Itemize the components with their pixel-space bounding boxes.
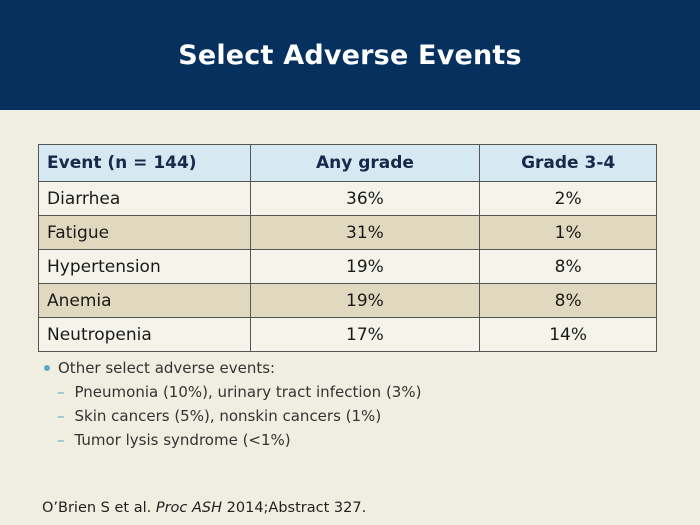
header-grade-3-4: Grade 3-4 (479, 144, 657, 182)
citation-authors: O’Brien S et al. (42, 500, 152, 516)
sub-bullet-item: – Pneumonia (10%), urinary tract infecti… (57, 380, 421, 404)
dash-icon: – (57, 431, 65, 449)
sub-bullet-text: Skin cancers (5%), nonskin cancers (1%) (74, 407, 382, 425)
header-event: Event (n = 144) (38, 144, 251, 182)
grade-3-4-cell: 2% (479, 181, 657, 216)
header-any-grade: Any grade (249, 144, 481, 182)
event-cell: Fatigue (38, 215, 251, 250)
event-cell: Diarrhea (38, 181, 251, 216)
citation: O’Brien S et al. Proc ASH 2014;Abstract … (42, 500, 366, 516)
table-row: Diarrhea 36% 2% (38, 181, 657, 216)
bullet-text: Other select adverse events: (58, 359, 276, 377)
any-grade-cell: 19% (249, 249, 481, 284)
any-grade-cell: 36% (249, 181, 481, 216)
sub-bullet-text: Tumor lysis syndrome (<1%) (74, 431, 291, 449)
event-cell: Hypertension (38, 249, 251, 284)
adverse-events-table: Event (n = 144) Any grade Grade 3-4 Diar… (38, 144, 657, 352)
any-grade-cell: 19% (249, 283, 481, 318)
citation-detail: 2014;Abstract 327. (226, 500, 367, 516)
bullet-dot-icon (44, 365, 50, 371)
event-cell: Neutropenia (38, 317, 251, 352)
dash-icon: – (57, 383, 65, 401)
dash-icon: – (57, 407, 65, 425)
event-cell: Anemia (38, 283, 251, 318)
grade-3-4-cell: 14% (479, 317, 657, 352)
table-row: Hypertension 19% 8% (38, 249, 657, 284)
citation-journal: Proc ASH (155, 500, 223, 516)
table-row: Neutropenia 17% 14% (38, 317, 657, 352)
bullet-item: Other select adverse events: (42, 356, 421, 380)
slide-title: Select Adverse Events (178, 39, 522, 71)
notes-list: Other select adverse events: – Pneumonia… (42, 356, 421, 452)
table-header-row: Event (n = 144) Any grade Grade 3-4 (38, 144, 657, 182)
grade-3-4-cell: 1% (479, 215, 657, 250)
sub-bullet-text: Pneumonia (10%), urinary tract infection… (74, 383, 422, 401)
sub-bullet-item: – Tumor lysis syndrome (<1%) (57, 428, 421, 452)
any-grade-cell: 31% (249, 215, 481, 250)
any-grade-cell: 17% (249, 317, 481, 352)
sub-bullet-item: – Skin cancers (5%), nonskin cancers (1%… (57, 404, 421, 428)
grade-3-4-cell: 8% (479, 283, 657, 318)
table-row: Fatigue 31% 1% (38, 215, 657, 250)
table-row: Anemia 19% 8% (38, 283, 657, 318)
grade-3-4-cell: 8% (479, 249, 657, 284)
title-banner: Select Adverse Events (0, 0, 700, 110)
